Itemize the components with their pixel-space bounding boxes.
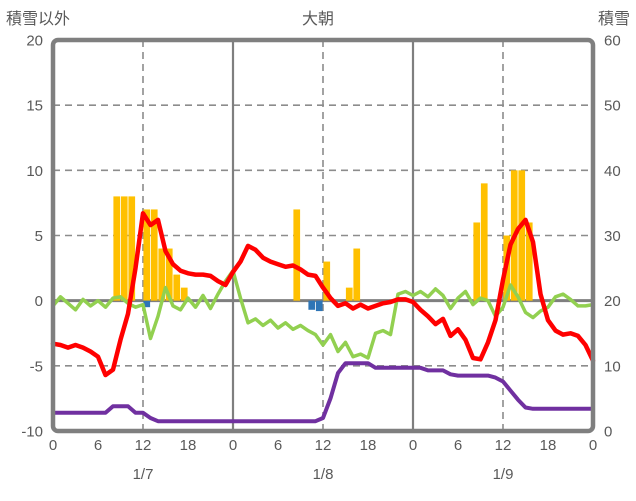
chart-title: 大朝 — [301, 11, 334, 28]
left-tick-label: -10 — [21, 424, 43, 441]
orange-bars-bar — [120, 196, 128, 301]
hour-tick-label: 0 — [49, 437, 57, 454]
purple-line — [51, 361, 595, 424]
right-tick-label: 40 — [604, 163, 621, 180]
hour-tick-label: 12 — [135, 437, 152, 454]
red-line — [50, 211, 596, 378]
hour-tick-label: 18 — [540, 437, 557, 454]
left-tick-label: 0 — [35, 293, 43, 310]
hour-tick-label: 0 — [229, 437, 237, 454]
right-axis-title: 積雪 — [597, 11, 630, 28]
orange-bars-bar — [323, 261, 331, 301]
plot-border — [50, 37, 596, 434]
hour-tick-label: 18 — [180, 437, 197, 454]
hour-tick-label: 18 — [360, 437, 377, 454]
green-line — [51, 268, 595, 360]
orange-bars-bar — [165, 248, 173, 301]
hour-tick-label: 6 — [274, 437, 282, 454]
right-tick-label: 20 — [604, 293, 621, 310]
right-tick-label: 30 — [604, 228, 621, 245]
blue-bars-bar — [308, 300, 316, 310]
hour-tick-label: 12 — [495, 437, 512, 454]
orange-bars-bar — [480, 183, 488, 301]
hour-tick-label: 0 — [409, 437, 417, 454]
orange-bars-bar — [518, 170, 526, 301]
hour-tick-label: 0 — [589, 437, 597, 454]
hour-tick-label: 12 — [315, 437, 332, 454]
orange-bars-bar — [113, 196, 121, 301]
date-label: 1/8 — [313, 466, 334, 483]
date-label: 1/9 — [493, 466, 514, 483]
hour-tick-label: 6 — [454, 437, 462, 454]
right-tick-label: 10 — [604, 358, 621, 375]
orange-bars-bar — [128, 196, 136, 301]
orange-bars-bar — [158, 248, 166, 301]
orange-bars-bar — [180, 287, 188, 301]
blue-bars-bar — [315, 300, 323, 312]
right-tick-label: 0 — [604, 424, 612, 441]
orange-bars-bar — [525, 222, 533, 301]
right-tick-label: 50 — [604, 98, 621, 115]
orange-bars-bar — [353, 248, 361, 301]
hour-tick-label: 6 — [94, 437, 102, 454]
orange-bars-bar — [345, 287, 353, 301]
orange-bars-bar — [473, 222, 481, 301]
left-tick-label: 10 — [26, 163, 43, 180]
left-tick-label: 5 — [35, 228, 43, 245]
left-tick-label: -5 — [30, 358, 43, 375]
left-tick-label: 15 — [26, 98, 43, 115]
orange-bars-bar — [150, 209, 158, 301]
right-tick-label: 60 — [604, 33, 621, 50]
blue-bars-bar — [143, 300, 151, 308]
left-axis-title: 積雪以外 — [6, 11, 71, 28]
date-label: 1/7 — [133, 466, 154, 483]
orange-bars-bar — [143, 209, 151, 301]
orange-bars-bar — [293, 209, 301, 301]
left-tick-label: 20 — [26, 33, 43, 50]
orange-bars-bar — [173, 274, 181, 301]
